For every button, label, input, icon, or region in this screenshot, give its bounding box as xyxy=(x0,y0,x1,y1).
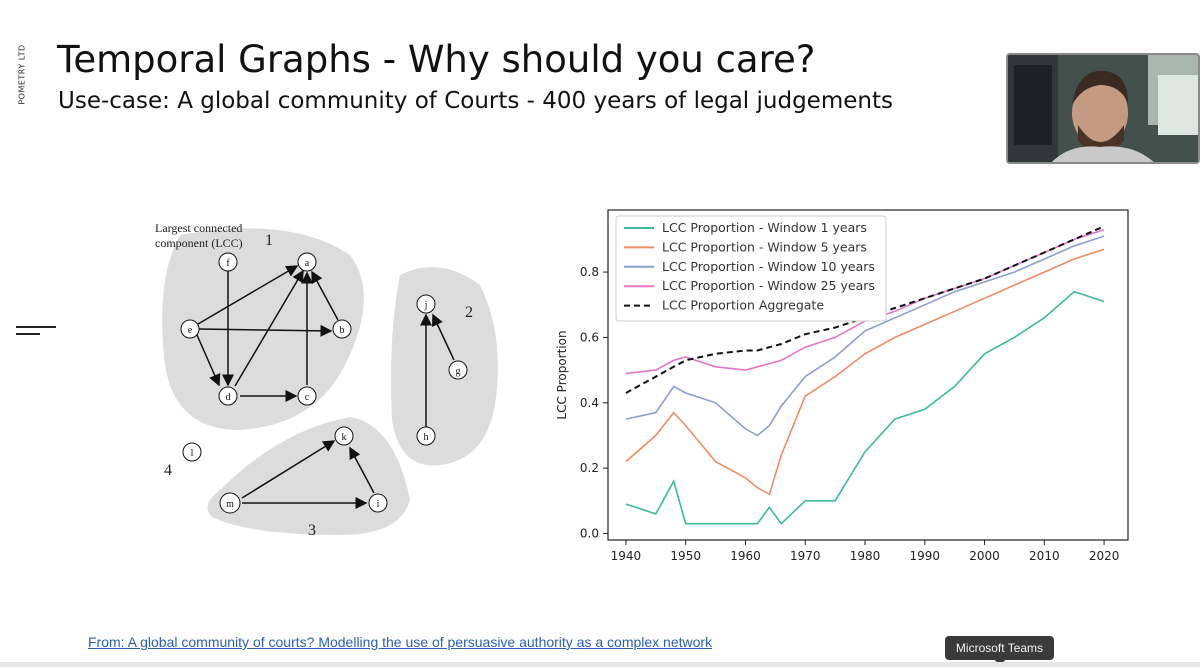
node-m: m xyxy=(219,492,241,514)
series-line-2 xyxy=(625,248,1105,496)
svg-text:l: l xyxy=(191,448,194,459)
y-tick-label: 0.0 xyxy=(580,526,599,540)
node-b: b xyxy=(332,319,352,339)
x-tick-label: 1950 xyxy=(670,549,701,563)
y-axis-label: LCC Proportion xyxy=(555,330,569,419)
svg-text:g: g xyxy=(456,366,461,377)
legend-label-4: LCC Proportion - Window 25 years xyxy=(662,278,875,293)
node-a: a xyxy=(297,252,317,272)
node-e: e xyxy=(180,319,200,339)
x-tick-label: 1960 xyxy=(730,549,761,563)
svg-text:f: f xyxy=(226,258,230,269)
component-label-4: 4 xyxy=(164,462,172,479)
lcc-label-line1: Largest connected xyxy=(155,221,242,235)
svg-text:m: m xyxy=(226,499,234,510)
app-tooltip: Microsoft Teams xyxy=(945,636,1054,660)
x-tick-label: 1980 xyxy=(850,549,881,563)
svg-text:k: k xyxy=(342,432,347,443)
x-tick-label: 1940 xyxy=(611,549,642,563)
brand-text: POMETRY LTD xyxy=(17,44,27,105)
slide-title: Temporal Graphs - Why should you care? xyxy=(57,38,816,81)
svg-text:e: e xyxy=(188,325,193,336)
x-tick-label: 2010 xyxy=(1029,549,1060,563)
slide-subtitle: Use-case: A global community of Courts -… xyxy=(58,88,893,114)
node-k: k xyxy=(334,426,354,446)
x-tick-label: 1990 xyxy=(910,549,941,563)
legend-box xyxy=(615,215,887,322)
y-tick-label: 0.4 xyxy=(580,396,599,410)
bottom-bar xyxy=(0,662,1200,667)
svg-text:j: j xyxy=(424,300,428,311)
legend-label-2: LCC Proportion - Window 5 years xyxy=(662,239,867,254)
node-c: c xyxy=(297,386,317,406)
svg-text:i: i xyxy=(377,499,380,510)
node-g: g xyxy=(448,360,468,380)
webcam-video-tile[interactable] xyxy=(1006,53,1200,164)
series-line-5 xyxy=(625,225,1105,394)
component-label-1: 1 xyxy=(265,232,273,249)
temporal-graph-figure: Largest connected component (LCC) 1 2 3 … xyxy=(155,221,498,539)
legend-label-5: LCC Proportion Aggregate xyxy=(662,298,824,313)
presenter-video-icon xyxy=(1008,55,1198,162)
node-l: l xyxy=(182,442,202,462)
svg-text:h: h xyxy=(424,432,429,443)
series-line-1 xyxy=(625,290,1105,525)
svg-text:d: d xyxy=(226,392,231,403)
lcc-label-line2: component (LCC) xyxy=(155,236,243,250)
x-tick-label: 2000 xyxy=(969,549,1000,563)
svg-text:c: c xyxy=(305,392,310,403)
y-tick-label: 0.8 xyxy=(580,265,599,279)
svg-text:b: b xyxy=(340,325,345,336)
menu-icon[interactable] xyxy=(16,326,56,340)
brand-vertical-label: POMETRY LTD xyxy=(14,40,30,120)
x-tick-label: 2020 xyxy=(1089,549,1120,563)
component-label-3: 3 xyxy=(308,522,316,539)
legend-label-3: LCC Proportion - Window 10 years xyxy=(662,259,875,274)
source-link[interactable]: From: A global community of courts? Mode… xyxy=(88,634,713,650)
node-j: j xyxy=(416,294,436,314)
y-tick-label: 0.2 xyxy=(580,461,599,475)
node-i: i xyxy=(368,493,388,513)
y-tick-label: 0.6 xyxy=(580,330,599,344)
component-label-2: 2 xyxy=(465,304,473,321)
node-h: h xyxy=(416,426,436,446)
node-d: d xyxy=(218,386,238,406)
svg-text:a: a xyxy=(305,258,310,269)
node-f: f xyxy=(218,252,238,272)
lcc-proportion-chart: 1940 1950 1960 1970 1980 1990 2000 2010 2020 0.0 0… xyxy=(555,209,1129,563)
legend-label-1: LCC Proportion - Window 1 years xyxy=(662,220,867,235)
x-tick-label: 1970 xyxy=(790,549,821,563)
series-line-3 xyxy=(625,235,1105,437)
